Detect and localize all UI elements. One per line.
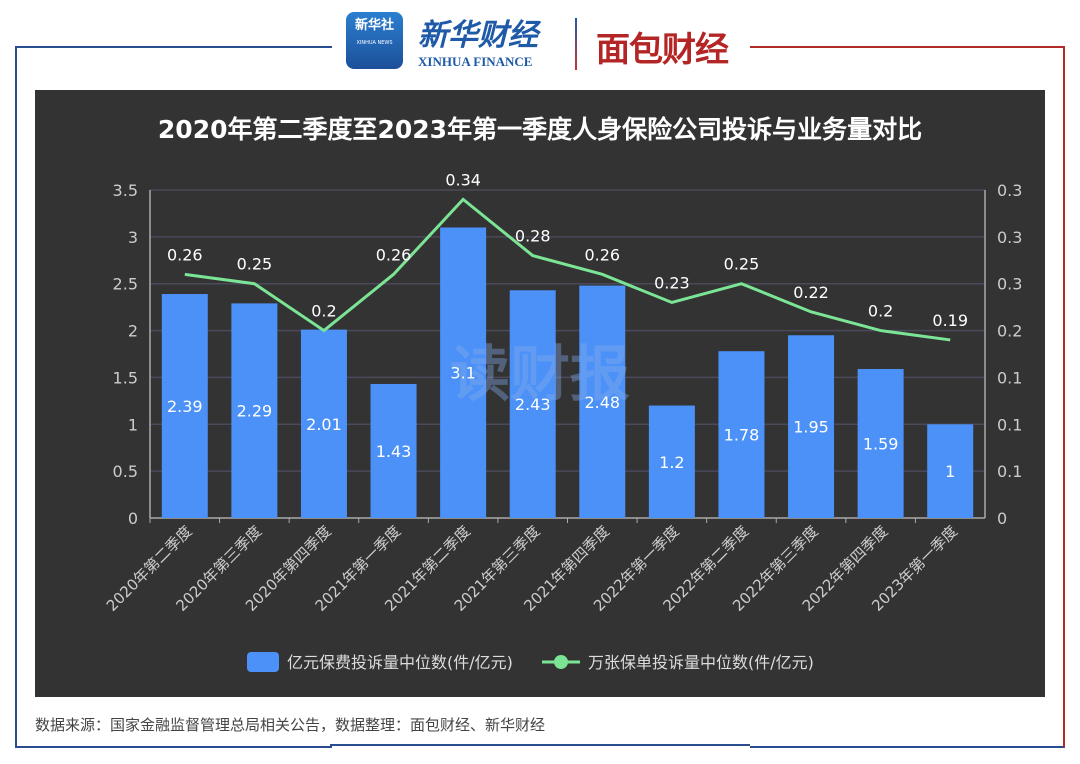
bar (857, 368, 904, 518)
bar (231, 303, 278, 518)
chart-panel: 2020年第二季度至2023年第一季度人身保险公司投诉与业务量对比 0 0 0.5 0… (35, 90, 1045, 697)
bar-label: 3.1 (450, 364, 475, 383)
bar-label: 1 (945, 462, 955, 481)
legend-bar-label: 亿元保费投诉量中位数(件/亿元) (287, 653, 513, 672)
bar (648, 405, 695, 518)
y-right-tick: 0.3 (997, 181, 1022, 200)
bar-label: 1.2 (659, 453, 684, 472)
y-right-tick: 0.1 (997, 415, 1022, 434)
bar-label: 2.43 (515, 395, 551, 414)
bar (579, 285, 626, 518)
line-label: 0.26 (376, 245, 412, 264)
frame-right (750, 46, 1065, 748)
y-left-tick: 2 (128, 322, 138, 341)
frame-bottom (330, 744, 750, 746)
bar-label: 1.59 (863, 434, 899, 453)
watermark: 读财报 (450, 340, 630, 410)
logo1-text: 新华社 (354, 18, 394, 33)
y-right-tick: 0.1 (997, 462, 1022, 481)
bar (509, 290, 556, 518)
line-label: 0.2 (868, 302, 893, 321)
bar (440, 227, 487, 518)
line-label: 0.25 (724, 255, 760, 274)
y-left-tick: 0.5 (113, 462, 138, 481)
bar-label: 2.48 (584, 393, 620, 412)
xinhua-news-logo: 新华社 XINHUA NEWS (346, 12, 403, 69)
bar-label: 2.29 (237, 402, 273, 421)
bar (370, 383, 417, 518)
bar (788, 335, 835, 518)
bar-label: 2.01 (306, 415, 342, 434)
line-label: 0.19 (932, 311, 968, 330)
bar-label: 1.43 (376, 442, 412, 461)
line-label: 0.23 (654, 273, 690, 292)
y-left-tick: 3 (128, 228, 138, 247)
y-right-tick: 0.1 (997, 368, 1022, 387)
bar (161, 294, 208, 518)
mianbao-logo: 面包财经 (596, 30, 729, 70)
bar-label: 2.39 (167, 397, 203, 416)
chart-svg: 2020年第二季度至2023年第一季度人身保险公司投诉与业务量对比 0 0 0.5 0… (103, 115, 1022, 672)
line-label: 0.26 (167, 245, 203, 264)
y-left-tick: 3.5 (113, 181, 138, 200)
y-right-tick: 0.3 (997, 275, 1022, 294)
bar-label: 1.78 (724, 426, 760, 445)
logo1-sub: XINHUA NEWS (356, 40, 393, 46)
bar (927, 424, 974, 518)
line-label: 0.28 (515, 227, 551, 246)
line-series (184, 197, 951, 342)
y-right-tick: 0.3 (997, 228, 1022, 247)
frame-left (15, 46, 332, 748)
line-label: 0.25 (237, 255, 273, 274)
source-note: 数据来源：国家金融监督管理总局相关公告，数据整理：面包财经、新华财经 (35, 716, 546, 734)
bar (718, 351, 765, 518)
xinhua-finance-sub: XINHUA FINANCE (418, 54, 533, 69)
y-left-tick: 2.5 (113, 275, 138, 294)
y-right-tick: 0.2 (997, 322, 1022, 341)
legend-bar-swatch (247, 652, 279, 672)
chart-title: 2020年第二季度至2023年第一季度人身保险公司投诉与业务量对比 (158, 115, 922, 144)
xinhua-finance-logo: 新华财经 (418, 18, 538, 53)
y-right-tick: 0 (997, 509, 1007, 528)
bar-label: 1.95 (793, 418, 829, 437)
legend-line-label: 万张保单投诉量中位数(件/亿元) (588, 653, 814, 672)
line-label: 0.34 (445, 170, 481, 189)
line-label: 0.22 (793, 283, 829, 302)
legend-line-marker (554, 655, 568, 669)
line-label: 0.2 (311, 302, 336, 321)
logo-divider (575, 18, 577, 70)
y-left-tick: 1 (128, 415, 138, 434)
y-left-tick: 1.5 (113, 368, 138, 387)
line-label: 0.26 (584, 245, 620, 264)
y-left-tick: 0 (128, 509, 138, 528)
bar (300, 329, 347, 518)
